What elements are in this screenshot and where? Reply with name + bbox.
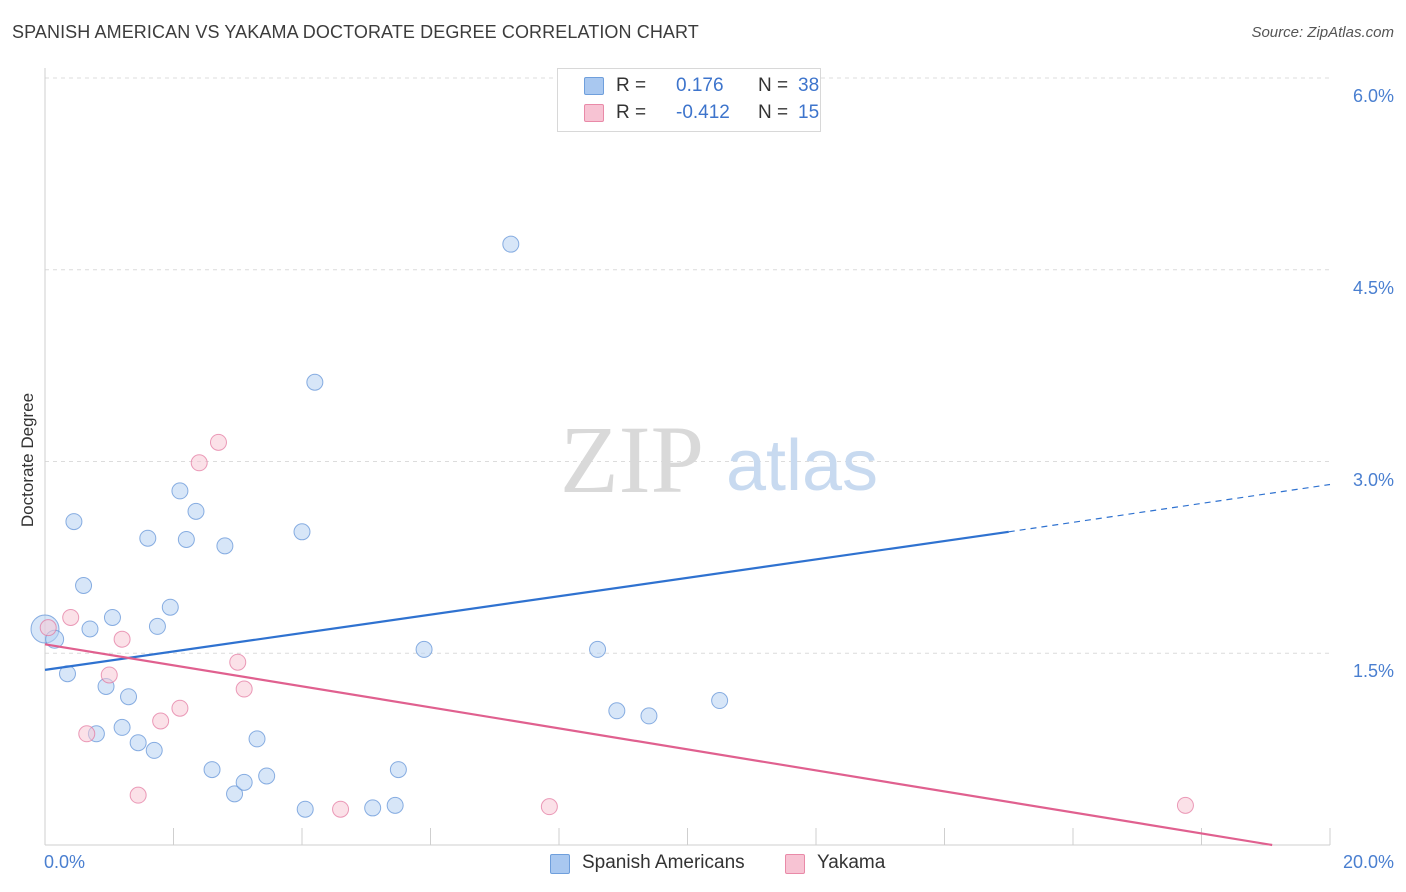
legend-r-value: 0.176 bbox=[676, 75, 724, 96]
spanish-american-point bbox=[608, 702, 626, 720]
legend-n-value: 38 bbox=[798, 75, 820, 96]
spanish-american-point bbox=[415, 640, 433, 658]
watermark-zip: ZIP bbox=[560, 406, 704, 513]
y-tick-label: 1.5% bbox=[1352, 661, 1394, 682]
spanish-american-trend-line bbox=[44, 530, 1009, 671]
spanish-american-point bbox=[389, 761, 407, 779]
spanish-american-point bbox=[711, 692, 729, 710]
data-points bbox=[30, 235, 1194, 818]
spanish-american-point bbox=[258, 767, 276, 785]
spanish-american-point bbox=[139, 529, 157, 547]
bottom-legend-swatch-yakama bbox=[785, 854, 805, 874]
legend-n-value: 15 bbox=[798, 102, 820, 123]
yakama-point bbox=[540, 798, 558, 816]
yakama-point bbox=[39, 619, 57, 637]
watermark-atlas: atlas bbox=[726, 426, 878, 506]
spanish-american-point bbox=[296, 800, 314, 818]
legend-n-label: N = bbox=[758, 75, 789, 96]
yakama-point bbox=[229, 653, 247, 671]
spanish-american-point bbox=[226, 785, 244, 803]
yakama-point bbox=[235, 680, 253, 698]
spanish-american-point bbox=[235, 773, 253, 791]
yakama-point bbox=[78, 725, 96, 743]
yakama-point bbox=[62, 608, 80, 626]
spanish-american-point bbox=[386, 796, 404, 814]
yakama-point bbox=[152, 712, 170, 730]
spanish-american-point bbox=[145, 741, 163, 759]
legend-r-value: -0.412 bbox=[676, 102, 730, 123]
spanish-american-point bbox=[306, 373, 324, 391]
spanish-american-point bbox=[364, 799, 382, 817]
x-tick-marks bbox=[44, 828, 1331, 845]
spanish-american-point bbox=[129, 734, 147, 752]
spanish-american-trend-line-extension bbox=[1008, 483, 1331, 533]
y-tick-label: 4.5% bbox=[1352, 277, 1394, 298]
bottom-legend-swatch-spanish-americans bbox=[550, 854, 570, 874]
yakama-point bbox=[113, 630, 131, 648]
legend-n-label: N = bbox=[758, 102, 789, 123]
spanish-american-point bbox=[187, 502, 205, 520]
bottom-legend-label: Spanish Americans bbox=[582, 852, 745, 873]
spanish-american-point bbox=[148, 617, 166, 635]
trend-lines bbox=[44, 483, 1331, 847]
yakama-point bbox=[209, 433, 227, 451]
spanish-american-point bbox=[120, 688, 138, 706]
chart-source: Source: ZipAtlas.com bbox=[1251, 24, 1394, 41]
legend-swatch-spanish-americans bbox=[584, 77, 604, 95]
spanish-american-point bbox=[177, 530, 195, 548]
yakama-point bbox=[100, 666, 118, 684]
x-tick-label-min: 0.0% bbox=[44, 852, 86, 872]
spanish-american-point bbox=[161, 598, 179, 616]
spanish-american-point bbox=[203, 761, 221, 779]
yakama-point bbox=[171, 699, 189, 717]
spanish-american-point bbox=[171, 482, 189, 500]
yakama-point bbox=[190, 454, 208, 472]
spanish-american-point bbox=[502, 235, 520, 253]
spanish-american-point bbox=[65, 513, 83, 531]
bottom-legend-label: Yakama bbox=[817, 852, 886, 873]
spanish-american-point bbox=[75, 576, 93, 594]
yakama-point bbox=[1176, 796, 1194, 814]
grid-lines bbox=[45, 77, 1330, 654]
spanish-american-point bbox=[589, 640, 607, 658]
spanish-american-point bbox=[640, 707, 658, 725]
yakama-point bbox=[332, 800, 350, 818]
legend-r-label: R = bbox=[616, 102, 647, 123]
spanish-american-point bbox=[293, 523, 311, 541]
y-tick-label: 3.0% bbox=[1352, 469, 1394, 490]
chart-title: SPANISH AMERICAN VS YAKAMA DOCTORATE DEG… bbox=[12, 22, 699, 42]
spanish-american-point bbox=[248, 730, 266, 748]
yakama-trend-line bbox=[44, 643, 1273, 847]
spanish-american-point bbox=[103, 608, 121, 626]
x-tick-label-max: 20.0% bbox=[1342, 852, 1394, 872]
correlation-legend: R = 0.176 N = 38 R = -0.412 N = 15 bbox=[557, 68, 821, 132]
yakama-point bbox=[129, 786, 147, 804]
spanish-american-point bbox=[216, 537, 234, 555]
spanish-american-point bbox=[81, 620, 99, 638]
y-tick-label: 6.0% bbox=[1352, 86, 1394, 106]
legend-swatch-yakama bbox=[584, 104, 604, 122]
legend-r-label: R = bbox=[616, 75, 647, 96]
spanish-american-point bbox=[113, 718, 131, 736]
